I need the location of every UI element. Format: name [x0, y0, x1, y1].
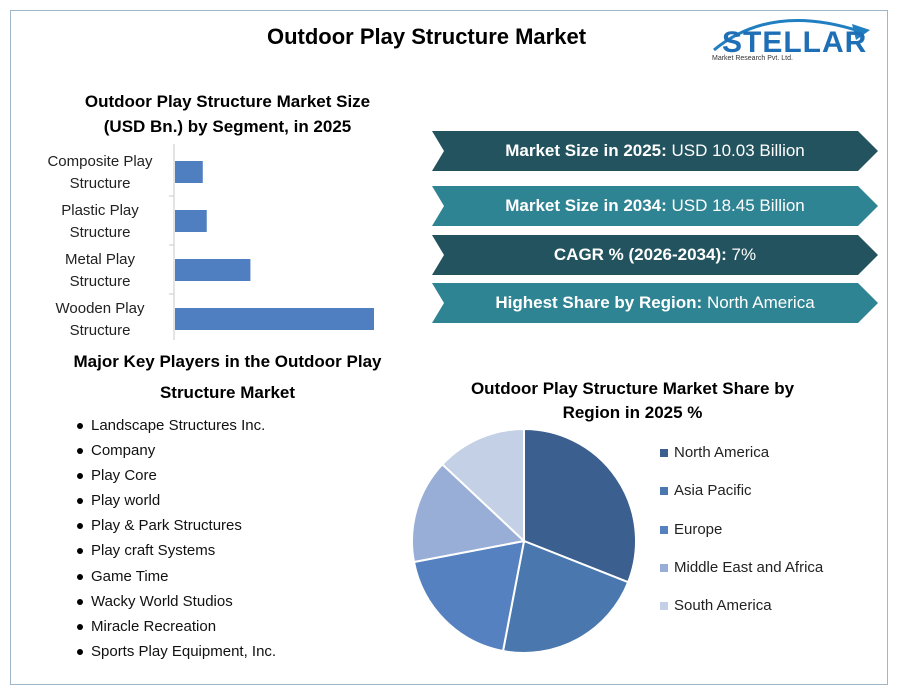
metric-banner: Market Size in 2025: USD 10.03 Billion: [432, 131, 878, 171]
infographic-frame: [10, 10, 888, 685]
key-player-item: Play & Park Structures: [75, 513, 276, 538]
legend-item: Middle East and Africa: [660, 557, 823, 595]
key-player-item: Wacky World Studios: [75, 589, 276, 614]
key-player-item: Landscape Structures Inc.: [75, 413, 276, 438]
metric-banner-text: Market Size in 2025: USD 10.03 Billion: [432, 131, 878, 171]
bar: [175, 161, 203, 183]
metric-banner-text: CAGR % (2026-2034): 7%: [432, 235, 878, 275]
bar-chart-title-line-2: (USD Bn.) by Segment, in 2025: [103, 117, 352, 136]
players-title-line-1: Major Key Players in the Outdoor Play: [73, 352, 382, 371]
legend-swatch: [660, 563, 668, 572]
metric-banner: Highest Share by Region: North America: [432, 283, 878, 323]
category-label: Wooden Play Structure: [56, 300, 145, 339]
legend-swatch: [660, 602, 668, 611]
metric-banner-text: Market Size in 2034: USD 18.45 Billion: [432, 186, 878, 226]
legend-item: Europe: [660, 519, 823, 557]
metric-value: USD 18.45 Billion: [666, 196, 805, 215]
bar: [175, 210, 207, 232]
metric-value: 7%: [726, 245, 757, 264]
category-label: Composite Play Structure: [47, 153, 153, 192]
key-player-item: Play craft Systems: [75, 538, 276, 563]
logo-wordmark: STELLAR: [722, 26, 867, 59]
metric-banner: Market Size in 2034: USD 18.45 Billion: [432, 186, 878, 226]
metric-label: Market Size in 2034:: [505, 196, 667, 215]
metric-value: USD 10.03 Billion: [666, 141, 805, 160]
metric-value: North America: [702, 293, 815, 312]
metric-label: Market Size in 2025:: [505, 141, 667, 160]
key-players-list: Landscape Structures Inc. Company Play Cor…: [75, 413, 276, 664]
key-player-item: Play world: [75, 488, 276, 513]
pie-slice: [501, 539, 630, 654]
metric-label: Highest Share by Region:: [495, 293, 703, 312]
pie-slice: [440, 427, 525, 544]
legend-item: South America: [660, 595, 823, 633]
pie-slice: [523, 427, 637, 584]
pie-slice: [412, 539, 526, 653]
logo-subtitle: Market Research Pvt. Ltd.: [712, 55, 793, 62]
page-title: Outdoor Play Structure Market: [266, 24, 587, 49]
key-player-item: Play Core: [75, 463, 276, 488]
metric-banner-text: Highest Share by Region: North America: [432, 283, 878, 323]
legend-swatch: [660, 525, 668, 534]
bar: [175, 259, 251, 281]
legend-label: Europe: [674, 520, 723, 538]
category-label: Metal Play Structure: [65, 251, 136, 290]
legend-label: North America: [674, 444, 770, 461]
legend-item: North America: [660, 442, 823, 480]
legend-swatch: [660, 487, 668, 496]
pie-chart-title: Outdoor Play Structure Market Share by R…: [440, 377, 825, 425]
legend-label: South America: [674, 597, 772, 615]
category-label: Plastic Play Structure: [61, 202, 139, 241]
stellar-logo: STELLAR: [713, 18, 870, 59]
key-player-item: Miracle Recreation: [75, 614, 276, 639]
pie-slice: [411, 462, 527, 564]
players-title-line-2: Structure Market: [159, 383, 296, 402]
legend-label: Asia Pacific: [674, 482, 752, 500]
legend-item: Asia Pacific: [660, 480, 823, 518]
legend-swatch: [660, 449, 668, 457]
region-pie-chart: [411, 427, 637, 654]
bar: [175, 308, 374, 330]
pie-chart-title-line-1: Outdoor Play Structure Market Share by: [470, 379, 795, 398]
key-player-item: Sports Play Equipment, Inc.: [75, 639, 276, 664]
pie-chart-title-line-2: Region in 2025 %: [562, 403, 703, 422]
bar-chart-title: Outdoor Play Structure Market Size (USD …: [60, 89, 395, 139]
metric-label: CAGR % (2026-2034):: [553, 245, 727, 264]
pie-legend: North America Asia Pacific Europe Middle Ea…: [660, 442, 823, 633]
segment-bar-chart: Composite Play Structure Plastic Play Struc…: [47, 144, 374, 340]
legend-label: Middle East and Africa: [674, 558, 824, 576]
key-player-item: Company: [75, 438, 276, 463]
players-title: Major Key Players in the Outdoor Play St…: [55, 346, 400, 408]
key-player-item: Game Time: [75, 564, 276, 589]
bar-chart-title-line-1: Outdoor Play Structure Market Size: [84, 92, 371, 111]
metric-banner: CAGR % (2026-2034): 7%: [432, 235, 878, 275]
